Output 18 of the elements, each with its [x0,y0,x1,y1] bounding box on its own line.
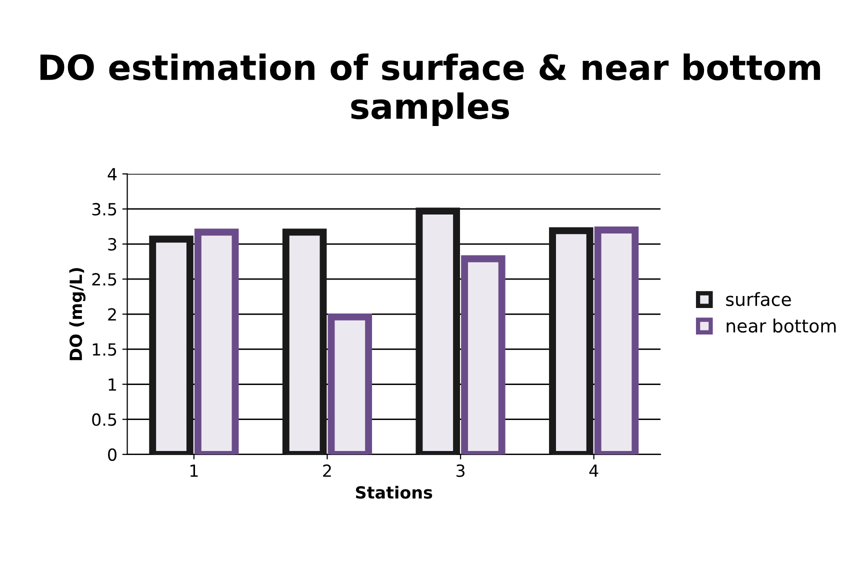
y-tick-label: 1.5 [92,343,116,356]
y-tick-label: 1 [108,378,116,391]
x-tick-label: 1 [190,464,198,477]
x-tick-label: 4 [589,464,598,477]
y-axis-title: DO (mg/L) [69,268,86,360]
y-tick-label: 2 [108,308,116,320]
x-tick-label: 3 [456,464,464,478]
x-axis-title: Stations [356,486,432,499]
y-tick-label: 2.5 [92,273,116,286]
chart-title: DO estimation of surface & near bottom samples [40,54,820,126]
y-tick-label: 4 [108,168,117,180]
legend-label: near bottom [726,318,836,333]
y-tick-label: 3.5 [92,202,116,216]
x-tick-label: 2 [323,464,331,477]
legend-label: surface [726,292,791,306]
y-tick-label: 0 [108,448,116,461]
y-tick-label: 3 [108,238,116,251]
y-tick-label: 0.5 [92,413,116,426]
